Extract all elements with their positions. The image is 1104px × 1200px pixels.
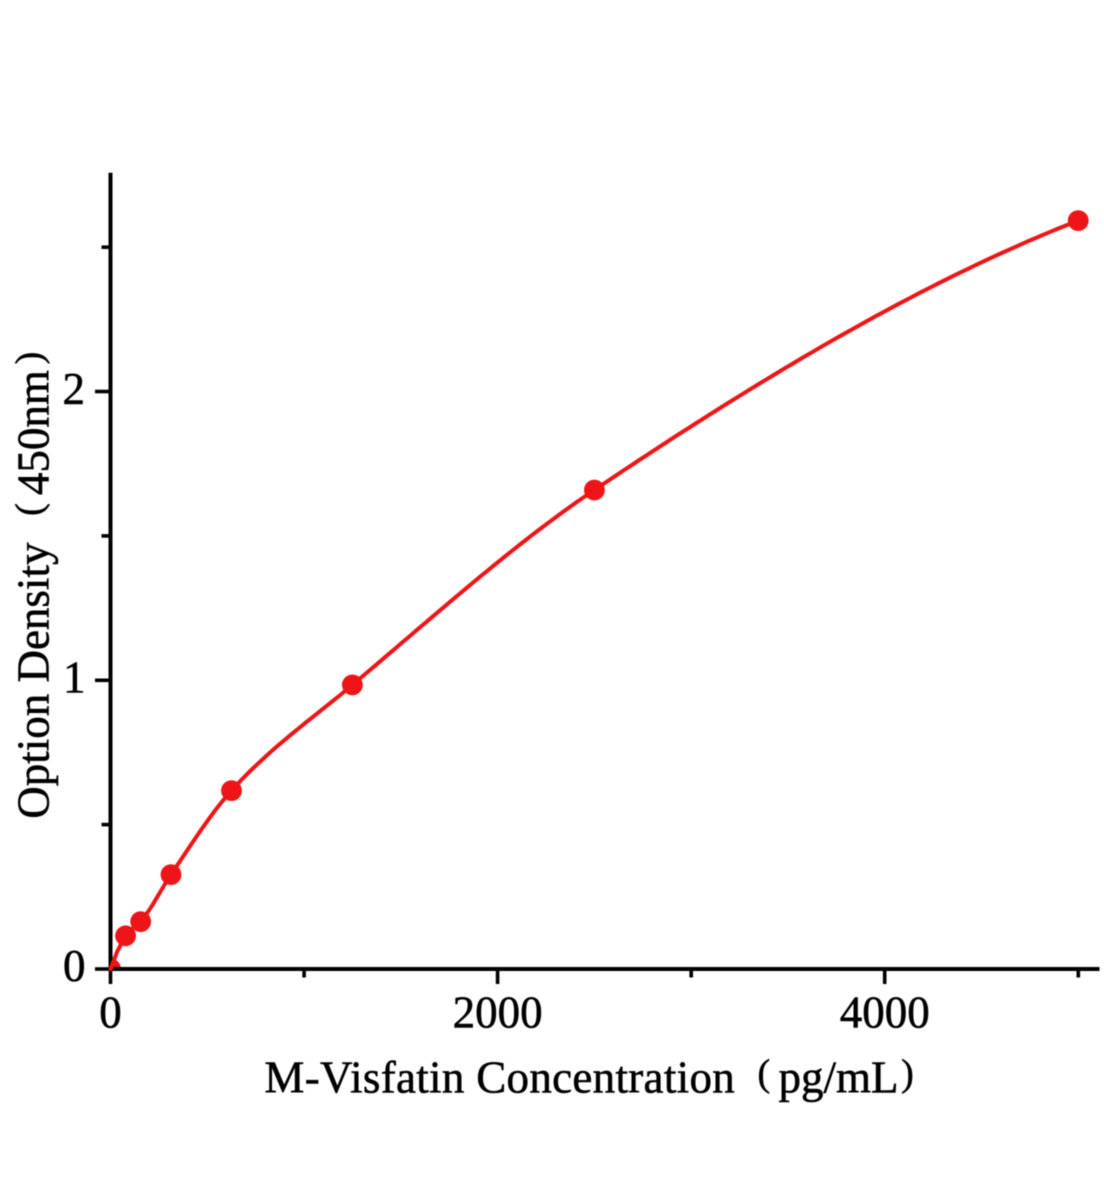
svg-text:1: 1 bbox=[63, 653, 86, 703]
svg-text:0: 0 bbox=[99, 987, 122, 1037]
svg-text:pg/mL: pg/mL bbox=[779, 1053, 899, 1103]
svg-text:0: 0 bbox=[63, 941, 86, 991]
svg-text:4000: 4000 bbox=[840, 987, 930, 1037]
svg-text:2000: 2000 bbox=[453, 987, 543, 1037]
svg-text:450nm: 450nm bbox=[9, 370, 59, 495]
svg-text:): ) bbox=[9, 352, 51, 365]
svg-text:M-Visfatin Concentration: M-Visfatin Concentration bbox=[264, 1053, 735, 1103]
svg-text:2: 2 bbox=[63, 364, 86, 414]
svg-text:(: ( bbox=[758, 1053, 771, 1095]
svg-text:): ) bbox=[901, 1053, 914, 1095]
svg-text:(: ( bbox=[9, 503, 51, 516]
svg-text:Option Density: Option Density bbox=[9, 542, 59, 819]
